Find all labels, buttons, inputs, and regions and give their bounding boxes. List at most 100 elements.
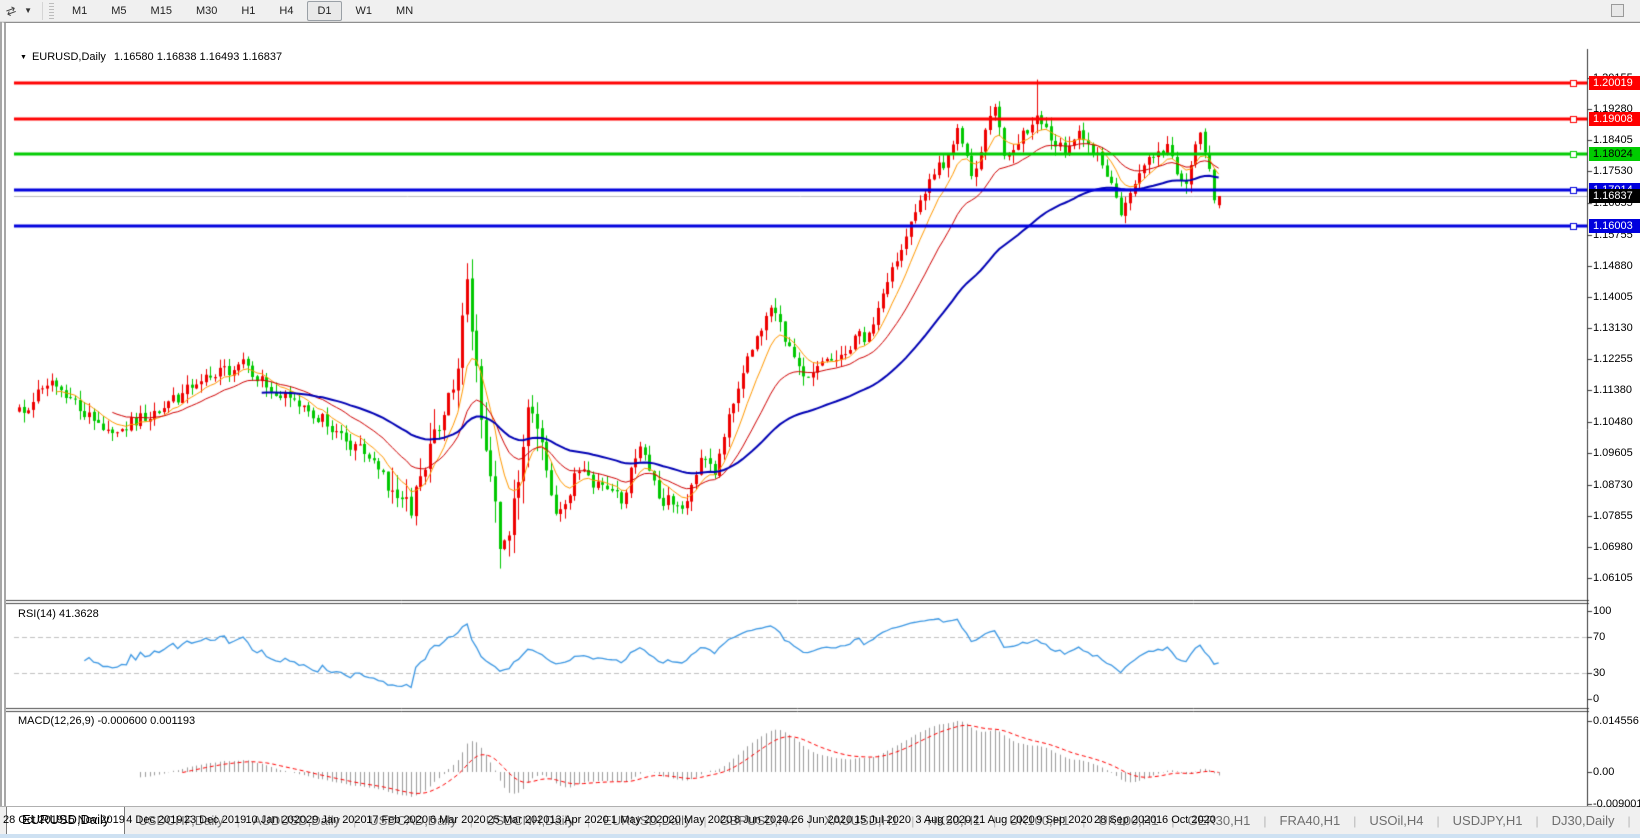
price-level-badge: 1.18024 — [1589, 146, 1640, 161]
date-tick-label: 28 Sep 2020 — [1094, 814, 1157, 826]
date-tick-label: 6 Mar 2020 — [429, 814, 486, 826]
timeframe-button-w1[interactable]: W1 — [355, 4, 373, 17]
instrument-tab-uk100-h1[interactable]: UK100,H1 — [1009, 813, 1070, 828]
date-tick-label: 9 Sep 2020 — [1036, 814, 1093, 826]
timeframe-button-h1[interactable]: H1 — [241, 4, 256, 17]
tab-separator: | — [469, 813, 473, 828]
timeframe-button-h4[interactable]: H4 — [279, 4, 294, 17]
date-tick-label: 21 Aug 2020 — [972, 814, 1035, 826]
price-level-badge: 1.16003 — [1589, 218, 1640, 233]
tab-separator: | — [586, 813, 591, 828]
tab-separator: | — [353, 813, 357, 828]
price-tick-label: 1.14880 — [1593, 259, 1633, 272]
tab-separator: | — [1353, 813, 1357, 828]
chart-window: ▼ EURUSD,Daily 1.16580 1.16838 1.16493 1.1… — [0, 22, 1640, 829]
price-level-badge: 1.20019 — [1589, 75, 1640, 90]
instrument-tab-audusd-daily[interactable]: AUDUSD,Daily — [252, 813, 341, 828]
macd-tick-label: 0.014556 — [1593, 715, 1639, 727]
chart-title: ▼ EURUSD,Daily 1.16580 1.16838 1.16493 1.1… — [20, 51, 282, 63]
tab-separator: | — [1436, 813, 1440, 828]
price-tick-label: 1.09605 — [1593, 447, 1633, 460]
date-tick-label: 29 Jan 2020 — [306, 814, 367, 826]
tab-separator: | — [911, 813, 915, 828]
date-tick-label: 8 Jun 2020 — [733, 814, 789, 826]
collapse-triangle-icon[interactable]: ▼ — [20, 54, 27, 61]
date-tick-label: 10 Jan 2020 — [245, 814, 306, 826]
date-tick-label: 20 May 2020 — [668, 814, 733, 826]
tab-separator: | — [1535, 813, 1539, 828]
rsi-tick-label: 70 — [1593, 631, 1606, 644]
current-price-badge: 1.16837 — [1589, 189, 1640, 204]
instrument-tab-dj30-daily[interactable]: DJ30,Daily — [1551, 813, 1615, 828]
price-tick-label: 1.11380 — [1593, 384, 1632, 397]
price-level-badge: 1.19008 — [1589, 111, 1640, 126]
main-toolbar: ⇄ ▼ M1 M5 M15 M30 H1 H4 D1 W1 MN — [0, 0, 1640, 22]
instrument-tab-fra40-h1[interactable]: FRA40,H1 — [1279, 813, 1341, 828]
date-tick-label: 15 Jul 2020 — [854, 814, 911, 826]
timeframe-buttons: M1 M5 M15 M30 H1 H4 D1 W1 MN — [60, 0, 425, 21]
price-tick-label: 1.06980 — [1593, 540, 1633, 553]
price-tick-label: 1.14005 — [1593, 290, 1633, 303]
macd-tick-label: -0.009001 — [1593, 797, 1640, 810]
macd-indicator-label: MACD(12,26,9) -0.000600 0.001193 — [18, 715, 196, 727]
instrument-tab-bar: EURUSD,Daily USDCHF,Daily | AUDUSD,Daily | US… — [0, 806, 1640, 834]
instrument-tab-usdcnh-daily[interactable]: USDCNH,Daily — [485, 813, 574, 828]
rsi-indicator-label: RSI(14) 41.3628 — [18, 608, 99, 620]
instrument-tab-china300-h1[interactable]: CHINA300,H1 — [1631, 809, 1640, 832]
rsi-tick-label: 30 — [1593, 666, 1606, 679]
timeframe-button-mn[interactable]: MN — [396, 4, 414, 17]
price-tick-label: 1.08730 — [1593, 478, 1633, 491]
tab-separator: | — [807, 813, 811, 828]
macd-tick-label: 0.00 — [1593, 766, 1615, 778]
instrument-tab-usdchf-daily[interactable]: USDCHF,Daily — [138, 813, 224, 828]
price-chart-canvas[interactable] — [6, 45, 1640, 829]
instrument-tab-eurusd-daily[interactable]: EURUSD,Daily — [603, 813, 691, 828]
tab-separator: | — [993, 813, 997, 828]
instrument-tab-uk100-h1[interactable]: UK100,H1 — [1098, 813, 1159, 828]
timeframe-button-d1[interactable]: D1 — [307, 0, 342, 21]
price-tick-label: 1.10480 — [1593, 416, 1633, 429]
date-tick-label: 26 Jun 2020 — [791, 814, 853, 826]
date-tick-label: 16 Oct 2020 — [1155, 814, 1216, 826]
tab-separator: | — [236, 813, 240, 828]
price-tick-label: 1.18405 — [1593, 134, 1633, 147]
date-tick-label: 23 Dec 2019 — [183, 814, 247, 826]
timeframe-button-m1[interactable]: M1 — [71, 4, 88, 17]
rsi-tick-label: 0 — [1593, 693, 1600, 705]
window-restore-button[interactable] — [1611, 4, 1624, 17]
tab-separator: | — [1171, 813, 1175, 828]
date-tick-label: 1 May 2020 — [611, 814, 669, 826]
tab-separator: | — [1627, 813, 1631, 828]
price-tick-label: 1.13130 — [1593, 322, 1633, 334]
date-tick-label: 25 Mar 2020 — [487, 814, 550, 826]
instrument-tab-usoil-h4[interactable]: USOil,H4 — [1369, 813, 1424, 828]
date-tick-label: 3 Aug 2020 — [915, 814, 972, 826]
instrument-tab-hk50-h1[interactable]: HK50,H1 — [927, 813, 981, 828]
chart-ohlc-values: 1.16580 1.16838 1.16493 1.16837 — [113, 51, 283, 63]
timeframe-button-m15[interactable]: M15 — [150, 4, 172, 17]
timeframe-button-m30[interactable]: M30 — [195, 4, 218, 17]
date-tick-label: 4 Dec 2019 — [126, 814, 183, 826]
chevron-down-icon[interactable]: ▼ — [24, 6, 32, 15]
arrange-charts-icon[interactable]: ⇄ — [3, 2, 19, 19]
price-tick-label: 1.06105 — [1593, 572, 1633, 584]
status-strip — [0, 834, 1640, 838]
date-tick-label: 17 Feb 2020 — [366, 814, 428, 826]
date-tick-label: 15 Nov 2019 — [62, 814, 125, 826]
toolbar-grip[interactable] — [48, 2, 54, 19]
timeframe-button-m5[interactable]: M5 — [111, 4, 127, 17]
date-tick-label: 13 Apr 2020 — [549, 814, 609, 826]
rsi-tick-label: 100 — [1593, 605, 1612, 617]
instrument-tab-xauusd-h1[interactable]: XAUUSD,H1 — [823, 813, 899, 828]
instrument-tab-eurusd-daily[interactable]: EURUSD,Daily — [6, 807, 126, 834]
instrument-tab-usdjpy-h1[interactable]: USDJPY,H1 — [1452, 813, 1523, 828]
tab-separator: | — [1082, 813, 1086, 828]
instrument-tab-gbpusd-h4[interactable]: GBPUSD,H4 — [719, 813, 795, 828]
price-tick-label: 1.07855 — [1593, 509, 1633, 522]
instrument-tab-ger30-h1[interactable]: GER30,H1 — [1187, 813, 1251, 828]
chart-symbol-label: EURUSD,Daily — [31, 51, 106, 63]
price-tick-label: 1.17530 — [1593, 165, 1633, 178]
instrument-tab-usdcad-daily[interactable]: USDCAD,Daily — [369, 813, 457, 828]
date-tick-label: 28 Oct 2019 — [3, 814, 63, 826]
tab-separator: | — [703, 813, 707, 828]
